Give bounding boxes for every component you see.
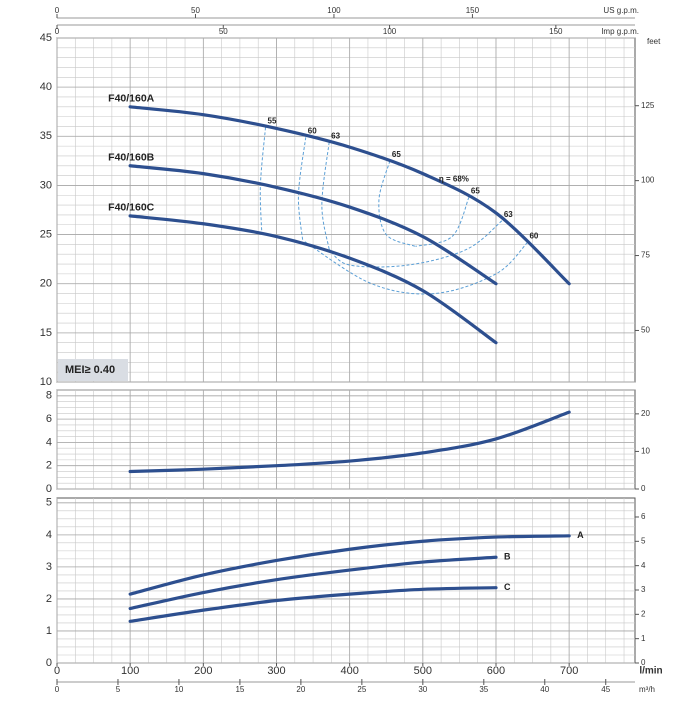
- ruler-label: US g.p.m.: [603, 6, 639, 15]
- ruler-label: Imp g.p.m.: [601, 27, 639, 36]
- badge: MEI≥ 0.40: [65, 364, 115, 376]
- ruler-tick-label: 50: [219, 27, 228, 36]
- efficiency-curve: [259, 127, 267, 235]
- y-tick-label: 6: [46, 413, 52, 425]
- curve: [128, 555, 498, 611]
- curve-label: F40/160B: [108, 152, 155, 164]
- panel: [56, 497, 636, 664]
- y2-tick-label: 0: [641, 484, 646, 493]
- efficiency-curve: [415, 197, 470, 247]
- panel-frame: [56, 389, 636, 490]
- efficiency-label: 55: [268, 117, 277, 126]
- y-tick-label: 15: [40, 327, 52, 339]
- curve: [128, 214, 498, 345]
- y-tick-label: 8: [46, 390, 52, 402]
- x-tick-label: 700: [560, 665, 578, 677]
- badge-box: [58, 359, 128, 381]
- y2-tick-label: 10: [641, 447, 650, 456]
- efficiency-label: 60: [529, 232, 538, 241]
- panel: [56, 389, 636, 490]
- ruler-tick-label: 0: [55, 27, 60, 36]
- y2-tick-label: 75: [641, 251, 650, 260]
- efficiency-label: 63: [504, 210, 513, 219]
- curve-label: F40/160A: [108, 93, 155, 105]
- x-tick-label: 300: [267, 665, 285, 677]
- y-tick-label: 40: [40, 81, 52, 93]
- ruler-tick-label: 0: [55, 685, 60, 694]
- x-tick-label: 100: [121, 665, 139, 677]
- y2-tick-label: 125: [641, 101, 655, 110]
- y-tick-label: 3: [46, 561, 52, 573]
- y2-tick-label: 100: [641, 176, 655, 185]
- panel: [56, 37, 636, 383]
- ruler-tick-label: 10: [174, 685, 183, 694]
- efficiency-label: 65: [471, 186, 480, 195]
- ruler-tick-label: 15: [235, 685, 244, 694]
- y-tick-label: 45: [40, 32, 52, 44]
- y-tick-label: 5: [46, 497, 52, 509]
- ruler-tick-label: 45: [601, 685, 610, 694]
- ruler-label: m³/h: [639, 685, 655, 694]
- x-tick-label: 500: [414, 665, 432, 677]
- y2-tick-label: 3: [641, 585, 646, 594]
- ruler-tick-label: 50: [191, 6, 200, 15]
- annotation: η = 68%: [439, 175, 469, 184]
- x-tick-label: 0: [54, 665, 60, 677]
- ruler-tick-label: 40: [540, 685, 549, 694]
- efficiency-label: 60: [308, 126, 317, 135]
- panel-frame: [56, 497, 636, 664]
- y-tick-label: 0: [46, 657, 52, 669]
- y-tick-label: 2: [46, 460, 52, 472]
- y-tick-label: 1: [46, 625, 52, 637]
- x-tick-label: 200: [194, 665, 212, 677]
- x-tick-label: 600: [487, 665, 505, 677]
- y-tick-label: 35: [40, 130, 52, 142]
- curve: [128, 164, 498, 286]
- efficiency-curve: [328, 220, 503, 268]
- y2-tick-label: 20: [641, 409, 650, 418]
- y-tick-label: 20: [40, 278, 52, 290]
- ruler-tick-label: 25: [357, 685, 366, 694]
- ruler-tick-label: 0: [55, 6, 60, 15]
- efficiency-label: 63: [331, 131, 340, 140]
- ruler-tick-label: 100: [327, 6, 341, 15]
- y-tick-label: 0: [46, 483, 52, 495]
- x-tick-label: 400: [340, 665, 358, 677]
- y2-tick-label: 50: [641, 326, 650, 335]
- ruler-tick-label: 20: [296, 685, 305, 694]
- ruler-tick-label: 5: [116, 685, 121, 694]
- ruler-tick-label: 100: [383, 27, 397, 36]
- curve-label: A: [577, 530, 584, 540]
- y2-tick-label: 5: [641, 536, 646, 545]
- ruler-tick-label: 30: [418, 685, 427, 694]
- curve: [128, 105, 571, 286]
- ruler-tick-label: 150: [466, 6, 480, 15]
- y2-tick-label: 0: [641, 658, 646, 667]
- y-tick-label: 25: [40, 228, 52, 240]
- y-tick-label: 30: [40, 179, 52, 191]
- x-axis-label: l/min: [639, 666, 662, 677]
- curve: [128, 586, 498, 623]
- y2-tick-label: 6: [641, 512, 646, 521]
- ruler-tick-label: 35: [479, 685, 488, 694]
- y2-tick-label: 4: [641, 561, 646, 570]
- efficiency-curve: [304, 241, 528, 295]
- ruler-tick-label: 150: [549, 27, 563, 36]
- y-tick-label: 4: [46, 436, 52, 448]
- y2-tick-label: 1: [641, 634, 646, 643]
- panel-frame: [56, 37, 636, 383]
- curve-label: B: [504, 552, 511, 562]
- y-tick-label: 2: [46, 593, 52, 605]
- curve: [128, 410, 571, 474]
- y2-axis-label: feet: [647, 37, 661, 46]
- y2-tick-label: 2: [641, 609, 646, 618]
- y-tick-label: 4: [46, 529, 52, 541]
- y-tick-label: 10: [40, 376, 52, 388]
- curve: [128, 534, 571, 596]
- curve-label: C: [504, 582, 511, 592]
- efficiency-label: 65: [392, 150, 401, 159]
- curve-label: F40/160C: [108, 202, 155, 214]
